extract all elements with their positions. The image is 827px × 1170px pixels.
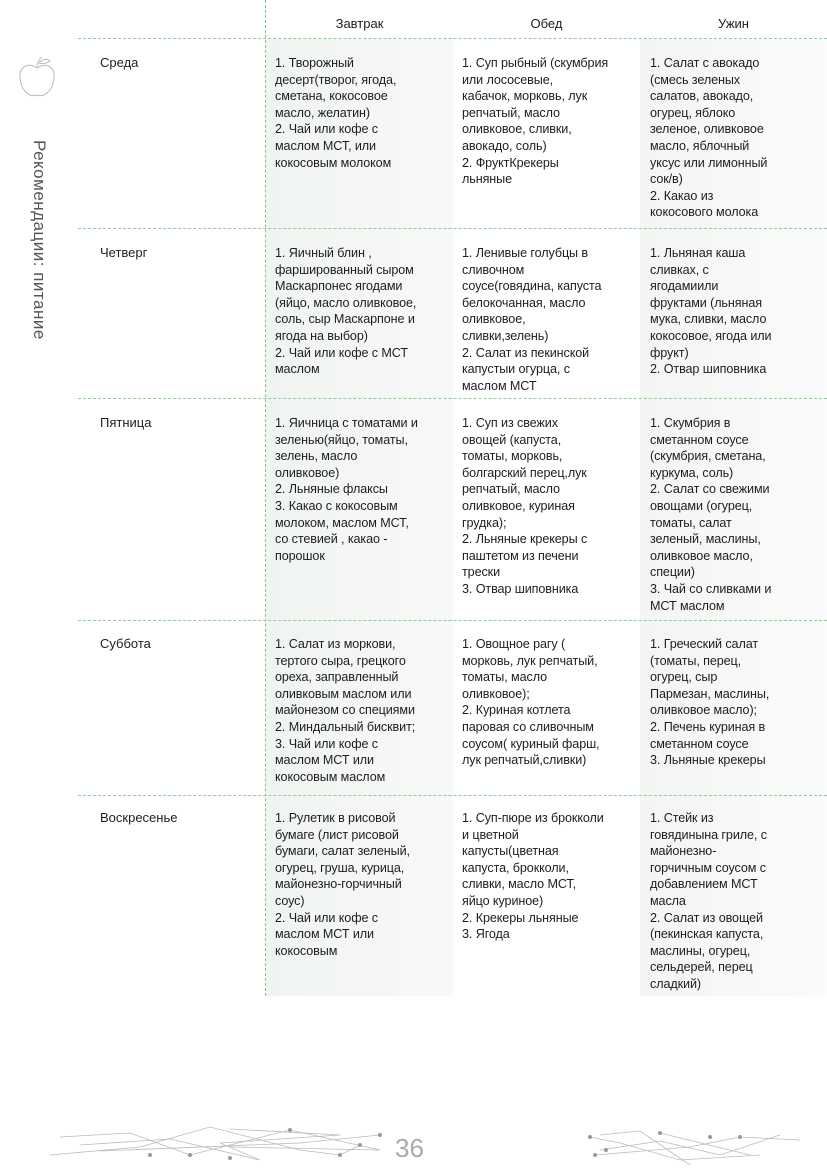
- dinner-cell: 1. Стейк из говядинына гриле, с майонезн…: [650, 811, 767, 991]
- lunch-cell: 1. Ленивые голубцы в сливочном соусе(гов…: [462, 246, 602, 393]
- breakfast-cell: 1. Салат из моркови, тертого сыра, грецк…: [275, 637, 416, 784]
- header-lunch: Обед: [530, 16, 563, 31]
- breakfast-cell: 1. Яичница с томатами и зеленью(яйцо, то…: [275, 416, 418, 563]
- day-label: Четверг: [100, 245, 148, 260]
- day-label: Пятница: [100, 415, 152, 430]
- row-divider: [78, 398, 827, 399]
- lunch-cell: 1. Суп из свежих овощей (капуста, томаты…: [462, 416, 588, 596]
- breakfast-cell: 1. Творожный десерт(творог, ягода, смета…: [275, 56, 397, 170]
- dinner-cell: 1. Греческий салат (томаты, перец, огуре…: [650, 637, 770, 768]
- row-divider: [78, 228, 827, 229]
- breakfast-column-shade: [266, 39, 453, 996]
- header-breakfast: Завтрак: [335, 16, 384, 31]
- dinner-column-shade: [640, 39, 827, 996]
- breakfast-cell: 1. Яичный блин , фаршированный сыром Мас…: [275, 246, 417, 377]
- breakfast-cell: 1. Рулетик в рисовой бумаге (лист рисово…: [275, 811, 410, 958]
- header-dinner: Ужин: [718, 16, 749, 31]
- dinner-cell: 1. Салат с авокадо (смесь зеленых салато…: [650, 56, 768, 220]
- lunch-cell: 1. Суп-пюре из брокколи и цветной капуст…: [462, 811, 604, 942]
- dinner-cell: 1. Льняная каша сливках, с ягодамиили фр…: [650, 246, 772, 377]
- page-number: 36: [395, 1133, 424, 1163]
- sidebar-title: Рекомендации: питание: [30, 140, 49, 340]
- row-divider: [78, 620, 827, 621]
- lunch-cell: 1. Суп рыбный (скумбрия или лососевые, к…: [462, 56, 609, 187]
- row-divider: [78, 38, 827, 39]
- day-label: Среда: [100, 55, 139, 70]
- footer-decoration: [49, 1126, 800, 1165]
- column-divider: [265, 0, 266, 996]
- lunch-cell: 1. Овощное рагу ( морковь, лук репчатый,…: [462, 637, 600, 768]
- dinner-cell: 1. Скумбрия в сметанном соусе (скумбрия,…: [650, 416, 772, 613]
- apple-icon: [19, 56, 55, 97]
- day-label: Воскресенье: [100, 810, 178, 825]
- row-divider: [78, 795, 827, 796]
- day-label: Суббота: [100, 636, 151, 651]
